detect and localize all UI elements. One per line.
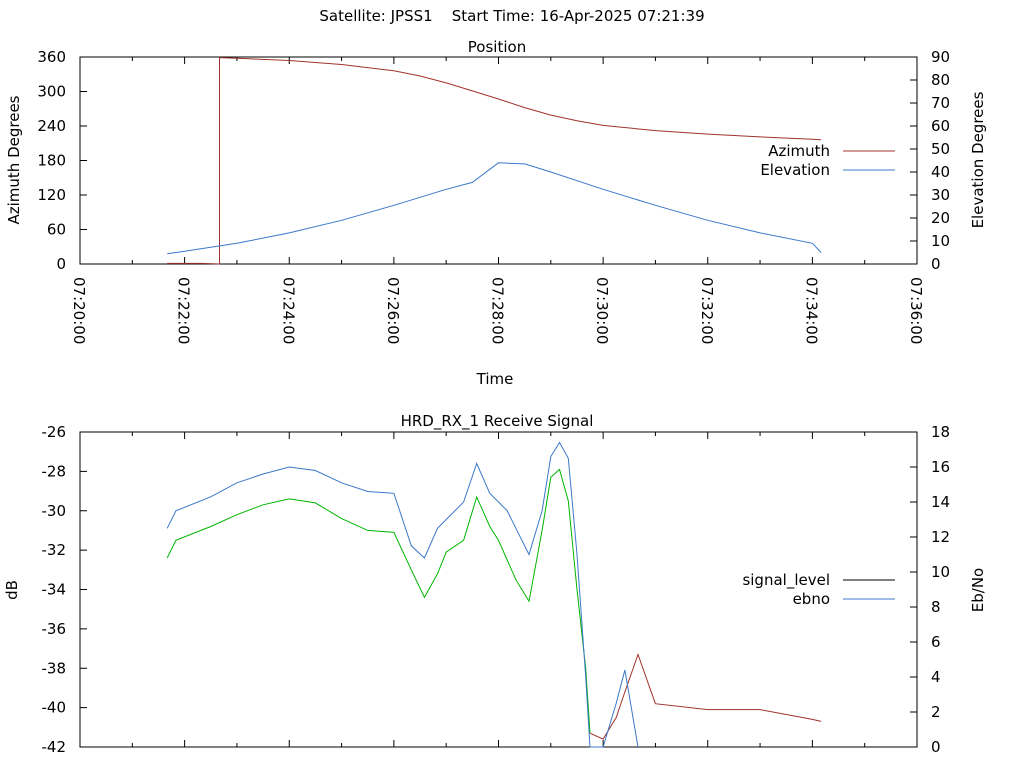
elevation-axis-tick-label: 50 [931, 140, 950, 158]
db-axis-tick-label: -28 [42, 462, 67, 480]
time-axis-label: Time [476, 370, 514, 388]
position-y-axis-right: 0 10 20 30 40 50 60 70 80 90 [910, 48, 950, 273]
db-axis-label: dB [3, 580, 21, 600]
azimuth-axis-tick-label: 180 [37, 152, 66, 170]
azimuth-axis-tick-label: 360 [37, 48, 66, 66]
signal-level-line [166, 468, 591, 734]
receive-y-axis-right: 0 2 4 6 8 10 12 14 16 18 [910, 423, 950, 756]
elevation-axis-tick-label: 20 [931, 209, 950, 227]
x-tick-label: 07:20:00 [70, 277, 88, 344]
x-tick-label: 07:22:00 [175, 277, 193, 344]
db-axis-tick-label: -26 [42, 423, 67, 441]
elevation-axis-tick-label: 60 [931, 117, 950, 135]
db-axis-tick-label: -34 [42, 581, 67, 599]
receive-legend: signal_level ebno [742, 571, 895, 608]
legend-azimuth-label: Azimuth [768, 142, 830, 160]
legend-elevation-label: Elevation [760, 161, 830, 179]
legend-signal-level-label: signal_level [742, 571, 830, 590]
receive-y-axis-left: -42 -40 -38 -36 -34 -32 -30 -28 -26 [42, 423, 87, 756]
elevation-axis-tick-label: 80 [931, 71, 950, 89]
position-x-axis: 07:20:00 07:22:00 07:24:00 07:26:00 07:28:00… [70, 57, 925, 344]
receive-signal-chart: HRD_RX_1 Receive Signal -42-40-38-36-34-… [3, 412, 987, 756]
db-axis-tick-label: -38 [42, 659, 67, 677]
ebno-axis-tick-label: 14 [931, 493, 950, 511]
ebno-axis-tick-label: 2 [931, 703, 941, 721]
start-time: Start Time: 16-Apr-2025 07:21:39 [451, 7, 705, 25]
elevation-axis-tick-label: 30 [931, 186, 950, 204]
x-tick-label: 07:30:00 [593, 277, 611, 344]
satellite-name: Satellite: JPSS1 [319, 7, 433, 25]
x-tick-label: 07:34:00 [802, 277, 820, 344]
elevation-axis-label: Elevation Degrees [969, 91, 987, 228]
azimuth-axis-tick-label: 120 [37, 186, 66, 204]
ebno-axis-tick-label: 4 [931, 668, 941, 686]
position-y-axis-left: 0 60 120 180 240 300 360 [37, 48, 87, 273]
x-tick-label: 07:24:00 [279, 277, 297, 344]
db-axis-tick-label: -32 [42, 541, 67, 559]
ebno-line [166, 441, 639, 748]
elevation-axis-tick-label: 0 [931, 255, 941, 273]
db-axis-tick-label: -30 [42, 502, 67, 520]
elevation-axis-tick-label: 90 [931, 48, 950, 66]
position-chart: Position 0 60 120 180 240 300 360 0 10 20 30 40 50 6… [5, 38, 987, 388]
elevation-axis-tick-label: 10 [931, 232, 950, 250]
chart-header: Satellite: JPSS1 Start Time: 16-Apr-2025… [0, 7, 1024, 25]
receive-signal-chart-title: HRD_RX_1 Receive Signal [401, 412, 594, 431]
db-axis-tick-label: -42 [42, 738, 67, 756]
ebno-axis-tick-label: 10 [931, 563, 950, 581]
elevation-axis-tick-label: 40 [931, 163, 950, 181]
azimuth-axis-tick-label: 240 [37, 117, 66, 135]
ebno-axis-tick-label: 6 [931, 633, 941, 651]
receive-series [166, 441, 822, 748]
receive-plot-frame [79, 431, 918, 748]
position-chart-title: Position [468, 38, 526, 56]
ebno-axis-tick-label: 16 [931, 458, 950, 476]
ebno-axis-label: Eb/No [969, 568, 987, 612]
elevation-axis-tick-label: 70 [931, 94, 950, 112]
db-axis-tick-label: -40 [42, 699, 67, 717]
azimuth-axis-tick-label: 60 [47, 221, 66, 239]
ebno-axis-tick-label: 12 [931, 528, 950, 546]
azimuth-axis-tick-label: 0 [56, 255, 66, 273]
azimuth-line [167, 57, 822, 265]
ebno-axis-tick-label: 18 [931, 423, 950, 441]
position-legend: Azimuth Elevation [760, 142, 895, 179]
x-tick-label: 07:26:00 [384, 277, 402, 344]
x-tick-label: 07:36:00 [907, 277, 925, 344]
db-axis-tick-label: -36 [42, 620, 67, 638]
elevation-line [167, 162, 822, 255]
x-tick-label: 07:32:00 [698, 277, 716, 344]
azimuth-axis-tick-label: 300 [37, 83, 66, 101]
position-series [167, 57, 822, 265]
receive-x-axis [79, 432, 918, 747]
ebno-axis-tick-label: 8 [931, 598, 941, 616]
azimuth-axis-label: Azimuth Degrees [5, 95, 23, 224]
ebno-axis-tick-label: 0 [931, 738, 941, 756]
x-tick-label: 07:28:00 [489, 277, 507, 344]
legend-ebno-label: ebno [793, 590, 830, 608]
signal-level-tail-line [589, 652, 822, 740]
